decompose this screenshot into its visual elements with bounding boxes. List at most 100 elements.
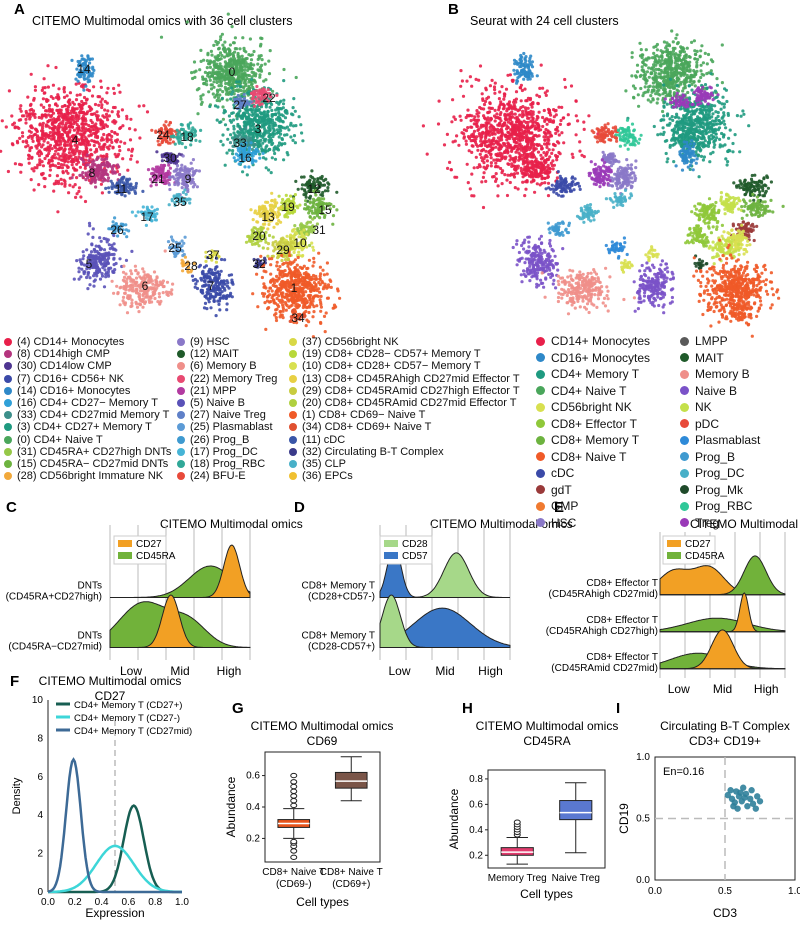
umap-point [234, 66, 238, 71]
umap-point [51, 83, 56, 87]
umap-point [302, 303, 306, 307]
umap-point [281, 307, 285, 311]
umap-point [92, 85, 96, 89]
umap-point [276, 289, 280, 293]
umap-point [221, 133, 225, 137]
umap-point [82, 160, 86, 164]
umap-point [31, 139, 35, 143]
umap-point [56, 127, 60, 131]
umap-point [269, 278, 273, 282]
umap-point [231, 41, 236, 45]
umap-point [319, 302, 323, 306]
umap-point [80, 134, 84, 138]
umap-point [313, 211, 317, 215]
umap-point [296, 228, 300, 232]
umap-point [6, 169, 10, 174]
umap-point [62, 149, 66, 153]
umap-point [254, 147, 258, 151]
umap-point [81, 250, 85, 254]
umap-point [699, 69, 703, 73]
umap-point [114, 261, 118, 266]
umap-point [180, 186, 184, 190]
umap-point [84, 98, 89, 102]
umap-point [220, 32, 224, 36]
umap-point [16, 141, 20, 145]
umap-point [104, 237, 108, 241]
umap-point [227, 114, 231, 118]
umap-point [60, 105, 64, 109]
umap-point [91, 235, 95, 239]
umap-point [19, 170, 23, 174]
umap-point [207, 71, 211, 75]
umap-point [80, 57, 84, 61]
cluster-number-label: 31 [312, 223, 326, 237]
umap-point [54, 179, 58, 183]
umap-point [224, 72, 229, 77]
umap-point [241, 170, 245, 174]
umap-point [269, 299, 273, 304]
umap-point [94, 122, 98, 126]
umap-point [247, 165, 251, 169]
umap-point [57, 122, 61, 126]
umap-point [272, 146, 276, 150]
umap-point [275, 264, 279, 268]
umap-point [95, 149, 99, 153]
umap-point [269, 263, 273, 267]
umap-point [293, 109, 297, 113]
umap-point [163, 249, 167, 253]
umap-point [89, 112, 93, 116]
umap-point [314, 287, 318, 291]
umap-point [101, 114, 105, 118]
umap-point [127, 148, 131, 152]
umap-point [308, 305, 312, 309]
umap-point [104, 275, 108, 279]
umap-point [106, 176, 111, 180]
umap-point [269, 272, 273, 276]
umap-point [247, 90, 251, 94]
umap-point [273, 284, 277, 288]
umap-point [63, 184, 67, 188]
umap-point [107, 190, 111, 194]
umap-point [46, 64, 50, 68]
umap-point [105, 115, 109, 119]
umap-point [230, 72, 234, 76]
umap-point [0, 119, 4, 123]
umap-point [213, 65, 217, 69]
umap-point [300, 291, 305, 295]
umap-point [75, 113, 79, 117]
umap-point [199, 48, 203, 53]
umap-point [175, 128, 179, 132]
umap-point [279, 143, 284, 147]
umap-point [253, 104, 257, 108]
umap-point [67, 191, 71, 195]
umap-point [220, 76, 225, 80]
umap-point [220, 53, 224, 58]
umap-point [249, 83, 254, 87]
umap-point [225, 308, 229, 312]
umap-point [251, 218, 255, 222]
umap-point [65, 117, 69, 121]
umap-point [272, 293, 276, 297]
umap-point [223, 163, 227, 167]
umap-point [293, 266, 297, 270]
umap-point [307, 258, 311, 262]
umap-point [13, 162, 17, 166]
umap-point [67, 101, 71, 105]
umap-point [331, 222, 335, 226]
umap-point [234, 89, 238, 93]
umap-point [107, 243, 111, 247]
umap-point [110, 129, 114, 134]
umap-point [295, 269, 299, 273]
umap-point [273, 301, 277, 305]
umap-point [69, 121, 73, 125]
umap-point [216, 54, 220, 58]
umap-point [206, 53, 210, 57]
umap-point [293, 231, 297, 235]
umap-point [78, 105, 82, 109]
umap-point [72, 109, 76, 113]
umap-point [249, 119, 253, 123]
umap-point [217, 288, 221, 292]
umap-point [93, 102, 98, 107]
umap-point [323, 189, 327, 193]
umap-point [312, 248, 316, 252]
